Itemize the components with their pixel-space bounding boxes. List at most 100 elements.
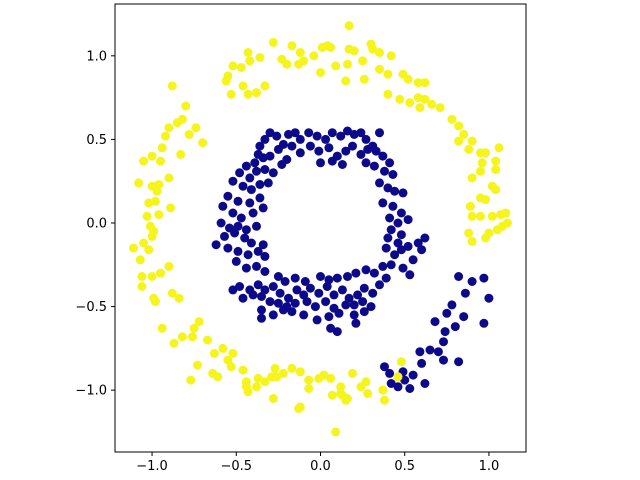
data-point-series-1 xyxy=(487,211,497,221)
data-point-series-1 xyxy=(420,94,430,104)
data-point-series-1 xyxy=(174,293,184,303)
data-point-series-1 xyxy=(226,89,236,99)
data-point-series-1 xyxy=(184,129,194,139)
data-point-series-0 xyxy=(398,263,408,273)
data-point-series-1 xyxy=(386,51,396,61)
data-point-series-1 xyxy=(272,372,282,382)
data-point-series-1 xyxy=(295,367,305,377)
data-point-series-0 xyxy=(245,198,255,208)
data-point-series-1 xyxy=(191,123,201,133)
data-point-series-0 xyxy=(400,375,410,385)
data-point-series-0 xyxy=(386,379,396,388)
data-point-series-0 xyxy=(268,310,278,320)
data-point-series-1 xyxy=(252,382,261,392)
data-point-series-0 xyxy=(408,370,418,380)
data-point-series-1 xyxy=(270,363,280,373)
data-point-series-1 xyxy=(358,56,368,66)
data-point-series-0 xyxy=(393,238,403,248)
data-point-series-1 xyxy=(181,101,191,111)
data-point-series-0 xyxy=(398,188,408,198)
data-point-series-1 xyxy=(228,348,238,358)
data-point-series-0 xyxy=(375,128,384,138)
data-point-series-0 xyxy=(386,225,396,235)
data-point-series-0 xyxy=(316,272,325,281)
data-point-series-0 xyxy=(348,141,357,151)
data-point-series-1 xyxy=(238,365,248,375)
data-point-series-0 xyxy=(238,181,248,191)
data-point-series-1 xyxy=(375,48,384,57)
data-point-series-1 xyxy=(341,76,351,86)
data-point-series-0 xyxy=(260,267,270,276)
data-point-series-0 xyxy=(454,272,464,281)
data-point-series-1 xyxy=(405,98,415,108)
data-point-series-1 xyxy=(326,373,336,383)
data-point-series-0 xyxy=(381,273,391,283)
data-point-series-0 xyxy=(351,268,361,278)
data-point-series-0 xyxy=(260,134,270,144)
data-point-series-0 xyxy=(228,285,238,295)
data-point-series-0 xyxy=(235,168,245,178)
data-point-series-1 xyxy=(383,69,393,79)
data-point-series-0 xyxy=(246,238,256,248)
data-point-series-0 xyxy=(344,293,354,303)
data-point-series-0 xyxy=(321,297,331,307)
data-point-series-0 xyxy=(336,131,346,141)
data-point-series-0 xyxy=(385,368,395,378)
data-point-series-1 xyxy=(326,43,336,52)
data-point-series-1 xyxy=(491,165,501,174)
data-point-series-1 xyxy=(393,372,403,382)
data-point-series-1 xyxy=(494,143,504,153)
data-point-series-0 xyxy=(273,272,283,281)
data-point-series-1 xyxy=(154,210,164,220)
data-point-series-0 xyxy=(332,273,342,283)
data-point-series-0 xyxy=(371,146,381,156)
data-point-series-0 xyxy=(378,261,388,271)
data-point-series-1 xyxy=(287,41,297,51)
data-point-series-0 xyxy=(305,141,315,151)
data-point-series-0 xyxy=(369,268,379,278)
data-point-series-1 xyxy=(375,64,384,74)
data-point-series-1 xyxy=(218,343,228,353)
data-point-series-0 xyxy=(248,290,258,300)
y-tick-label: 0.5 xyxy=(86,133,107,148)
data-point-series-0 xyxy=(223,191,233,201)
data-point-series-0 xyxy=(236,213,246,223)
data-point-series-0 xyxy=(343,126,352,136)
data-point-series-1 xyxy=(467,211,477,221)
data-point-series-0 xyxy=(314,146,324,156)
data-point-series-1 xyxy=(172,118,182,128)
data-point-series-0 xyxy=(425,345,435,355)
data-point-series-0 xyxy=(349,310,359,320)
data-point-series-0 xyxy=(246,185,256,195)
data-point-series-1 xyxy=(194,317,204,327)
data-point-series-0 xyxy=(417,245,427,255)
data-point-series-0 xyxy=(275,288,285,298)
data-point-series-1 xyxy=(161,131,170,141)
data-point-series-0 xyxy=(385,158,395,168)
data-point-series-1 xyxy=(459,129,469,139)
data-point-series-1 xyxy=(147,272,157,281)
data-point-series-0 xyxy=(450,322,460,332)
data-point-series-0 xyxy=(375,178,384,188)
data-point-series-1 xyxy=(327,390,337,400)
data-point-series-1 xyxy=(137,272,147,281)
data-point-series-0 xyxy=(257,292,266,301)
data-point-series-1 xyxy=(252,88,261,98)
data-point-series-1 xyxy=(359,74,369,84)
data-point-series-1 xyxy=(188,332,197,342)
data-point-series-1 xyxy=(139,238,149,248)
data-point-series-0 xyxy=(440,327,450,337)
data-point-series-0 xyxy=(260,165,270,174)
data-point-series-0 xyxy=(420,233,430,243)
data-point-series-0 xyxy=(257,305,266,315)
data-point-series-1 xyxy=(484,228,494,238)
data-point-series-0 xyxy=(252,261,261,271)
data-point-series-1 xyxy=(139,156,149,166)
data-point-series-1 xyxy=(208,368,218,378)
data-point-series-1 xyxy=(142,211,152,221)
data-point-series-1 xyxy=(198,138,208,148)
data-point-series-1 xyxy=(476,211,485,221)
data-point-series-0 xyxy=(263,178,273,188)
data-point-series-0 xyxy=(268,282,278,291)
data-point-series-0 xyxy=(337,160,347,169)
